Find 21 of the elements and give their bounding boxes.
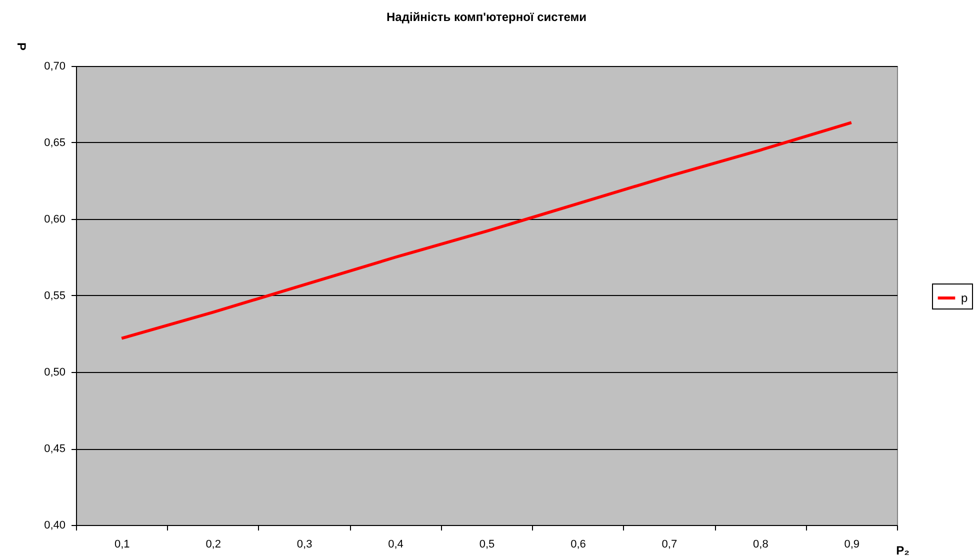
y-tick-label: 0,60 (44, 214, 66, 226)
y-tick-label: 0,55 (44, 290, 66, 302)
y-tick-label: 0,65 (44, 137, 66, 149)
x-tick-label: 0,2 (206, 538, 221, 550)
y-tick-label: 0,45 (44, 443, 66, 455)
x-tick-label: 0,4 (388, 538, 404, 550)
chart-title: Надійність комп'ютерної системи (386, 10, 586, 24)
x-tick-label: 0,1 (114, 538, 130, 550)
y-tick-label: 0,70 (44, 60, 66, 72)
x-tick-label: 0,7 (662, 538, 678, 550)
x-tick-label: 0,3 (296, 538, 312, 550)
x-tick-label: 0,6 (570, 538, 586, 550)
x-axis-title: P₂ (896, 544, 910, 558)
legend-label: p (961, 291, 968, 305)
line-series (120, 121, 853, 340)
y-tick-label: 0,50 (44, 366, 66, 378)
x-tick-label: 0,9 (844, 538, 860, 550)
x-tick-label: 0,8 (753, 538, 768, 550)
y-tick-label: 0,40 (44, 520, 66, 532)
x-tick-label: 0,5 (479, 538, 495, 550)
y-axis-title: P (14, 42, 28, 50)
